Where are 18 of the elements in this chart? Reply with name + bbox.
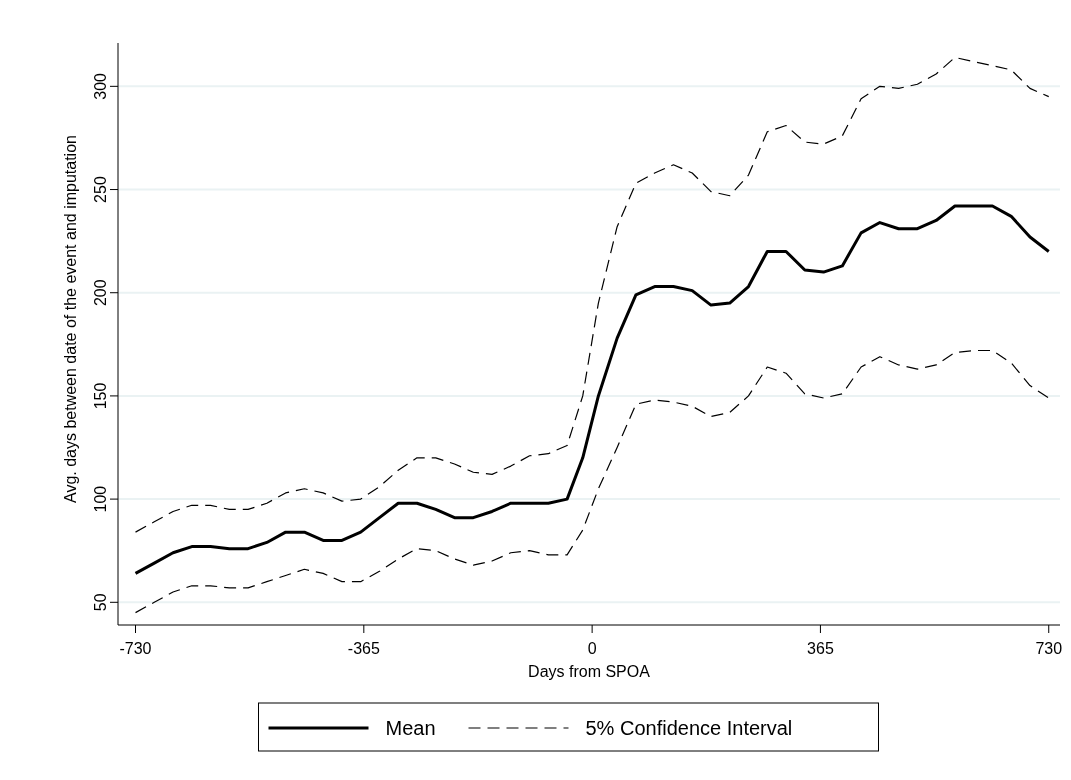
x-tick-label: 365: [807, 640, 834, 657]
x-tick-label: -365: [347, 640, 380, 657]
y-tick-label: 50: [92, 593, 109, 612]
line-series: [134, 56, 1050, 533]
x-tick-label: 0: [587, 640, 597, 657]
line-series: [134, 349, 1050, 614]
x-axis-title: Days from SPOA: [528, 663, 651, 680]
y-tick-label: 300: [92, 72, 109, 100]
y-tick-label: 100: [92, 485, 109, 513]
legend-label: 5% Confidence Interval: [585, 717, 793, 739]
legend-label: Mean: [385, 717, 436, 739]
y-tick-label: 150: [92, 382, 109, 410]
y-axis-title: Avg. days between date of the event and imputation: [62, 135, 79, 503]
y-tick-label: 200: [92, 279, 109, 307]
x-tick-label: 730: [1035, 640, 1063, 657]
line-series: [134, 204, 1051, 575]
y-tick-label: 250: [92, 176, 109, 203]
x-tick-label: -730: [119, 640, 152, 657]
